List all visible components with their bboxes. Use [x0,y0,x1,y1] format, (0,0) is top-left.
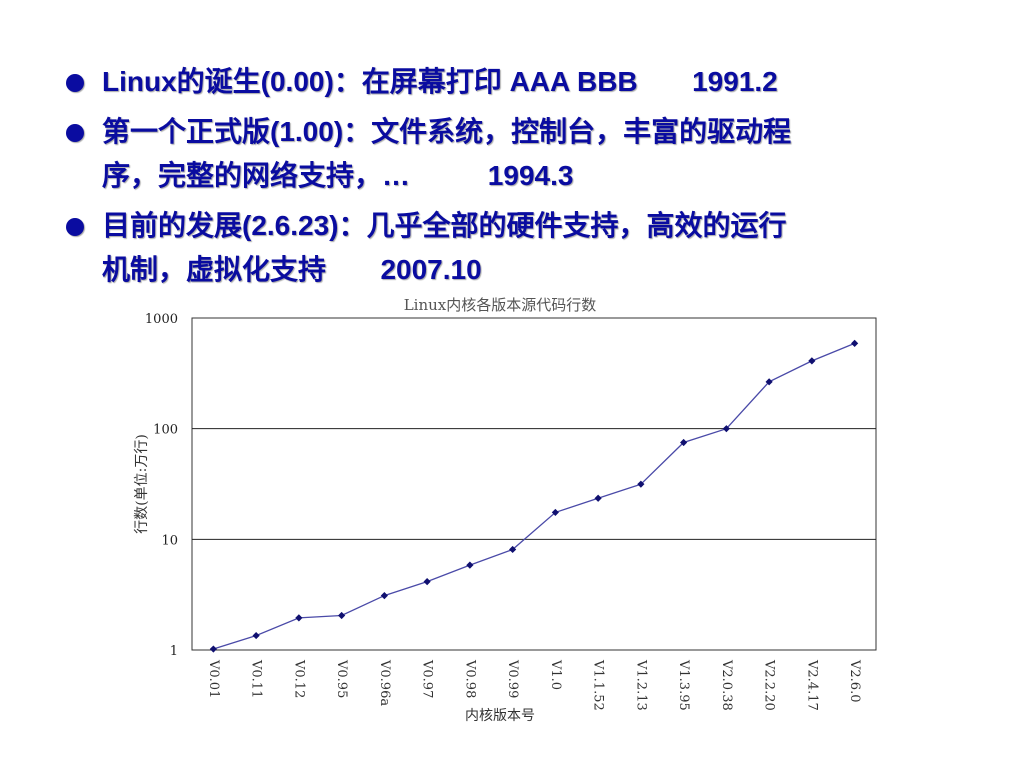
data-point [380,592,388,600]
bullet-text-line: 机制，虚拟化支持 2007.10 [102,254,482,285]
x-tick-label: V0.98 [462,659,477,698]
series-line [213,342,855,650]
data-point [295,614,303,622]
data-point [209,645,217,653]
bullet-dot-icon [66,124,84,142]
bullet-text-line: Linux的诞生(0.00)：在屏幕打印 AAA BBB 1991.2 [102,66,778,97]
x-axis-ticks: V0.01 V0.11 V0.12 V0.95 V0.96a V0.97 V0.98 V0.9… [206,659,862,711]
x-tick-label: V0.95 [334,659,349,698]
bullet-text-line: 第一个正式版(1.00)：文件系统，控制台，丰富的驱动程 [102,116,792,147]
plot-area [191,317,877,651]
x-tick-label: V0.11 [249,659,264,698]
x-tick-label: V0.96a [377,659,392,706]
data-point [466,561,474,569]
bullet-text-line: 序，完整的网络支持，… 1994.3 [102,160,574,191]
y-tick-label: 1000 [145,312,178,327]
bullet-dot-icon [66,218,84,236]
chart-title: Linux内核各版本源代码行数 [404,296,597,314]
y-tick-label: 1 [170,644,178,659]
data-point [680,438,688,447]
x-tick-label: V2.6.0 [847,659,862,702]
data-point [637,480,645,488]
series-polyline [213,342,855,650]
data-point [551,508,559,517]
x-axis-label: 内核版本号 [465,708,535,724]
y-tick-label: 100 [153,423,178,438]
data-point [808,357,816,365]
x-tick-label: V2.2.20 [762,659,777,711]
data-point [765,378,773,386]
bullet-dot-icon [66,74,84,92]
data-point [338,611,346,620]
data-point [509,545,517,554]
bullet-text-line: 目前的发展(2.6.23)：几乎全部的硬件支持，高效的运行 [102,210,787,241]
x-tick-label: V0.12 [291,659,306,698]
y-axis-ticks: 1 10 100 1000 [145,312,178,659]
bullet-item: Linux的诞生(0.00)：在屏幕打印 AAA BBB 1991.2 [62,60,962,104]
x-tick-label: V2.4.17 [804,659,819,711]
data-point [594,494,602,502]
y-tick-label: 10 [161,533,178,548]
x-tick-label: V0.99 [505,659,520,698]
bullet-list: Linux的诞生(0.00)：在屏幕打印 AAA BBB 1991.2 第一个正… [62,60,962,298]
bullet-item: 目前的发展(2.6.23)：几乎全部的硬件支持，高效的运行 机制，虚拟化支持 2… [62,204,962,292]
x-tick-label: V1.1.52 [591,659,606,711]
x-tick-label: V0.01 [206,659,221,698]
gridlines [192,428,876,540]
y-axis-label: 行数(单位:万行) [134,434,150,534]
x-tick-label: V1.2.13 [633,659,648,711]
x-tick-label: V2.0.38 [719,659,734,711]
bullet-item: 第一个正式版(1.00)：文件系统，控制台，丰富的驱动程 序，完整的网络支持，…… [62,110,962,198]
data-point [423,578,431,586]
data-point [252,631,260,640]
x-tick-label: V0.97 [420,659,435,698]
x-tick-label: V1.0 [548,659,563,690]
x-tick-label: V1.3.95 [676,659,691,711]
